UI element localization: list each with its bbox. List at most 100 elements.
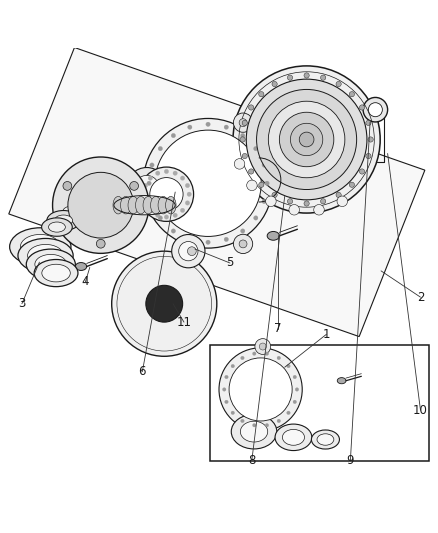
Ellipse shape [42, 264, 70, 282]
Ellipse shape [231, 365, 234, 368]
Ellipse shape [336, 192, 341, 198]
Ellipse shape [185, 201, 190, 205]
Ellipse shape [246, 79, 367, 200]
Ellipse shape [55, 201, 90, 222]
Ellipse shape [321, 199, 326, 204]
Ellipse shape [360, 169, 365, 174]
Ellipse shape [164, 169, 169, 174]
Ellipse shape [272, 82, 277, 87]
Text: 3: 3 [18, 297, 25, 310]
Ellipse shape [185, 183, 190, 188]
Ellipse shape [275, 424, 312, 450]
Ellipse shape [10, 228, 71, 266]
Ellipse shape [240, 356, 244, 360]
Ellipse shape [150, 177, 183, 211]
Ellipse shape [366, 154, 371, 159]
Ellipse shape [187, 125, 192, 130]
Ellipse shape [233, 235, 253, 254]
Ellipse shape [34, 260, 78, 287]
Text: 7: 7 [274, 322, 282, 335]
Ellipse shape [295, 387, 299, 391]
Ellipse shape [164, 215, 169, 219]
Ellipse shape [259, 182, 264, 188]
Ellipse shape [337, 377, 346, 384]
Ellipse shape [96, 239, 105, 248]
Ellipse shape [267, 231, 279, 240]
Ellipse shape [134, 175, 159, 200]
Ellipse shape [368, 137, 373, 142]
Ellipse shape [266, 196, 276, 207]
Ellipse shape [18, 238, 73, 273]
Ellipse shape [206, 122, 210, 126]
Ellipse shape [290, 123, 323, 156]
Ellipse shape [173, 171, 177, 175]
Ellipse shape [265, 181, 269, 185]
Ellipse shape [150, 199, 154, 204]
Ellipse shape [257, 90, 357, 190]
Ellipse shape [223, 387, 226, 391]
Ellipse shape [360, 105, 365, 110]
Ellipse shape [127, 167, 167, 208]
Ellipse shape [187, 247, 196, 255]
Ellipse shape [262, 163, 266, 167]
Ellipse shape [148, 208, 152, 213]
Ellipse shape [253, 424, 256, 427]
Ellipse shape [54, 215, 73, 226]
Ellipse shape [314, 205, 324, 215]
Ellipse shape [112, 251, 217, 356]
Ellipse shape [242, 154, 247, 159]
Ellipse shape [173, 213, 177, 217]
Ellipse shape [155, 213, 160, 217]
Ellipse shape [272, 192, 277, 198]
Ellipse shape [206, 240, 210, 245]
Text: 10: 10 [413, 403, 428, 417]
Ellipse shape [287, 411, 290, 415]
Bar [210, 345, 429, 462]
Ellipse shape [279, 112, 334, 167]
Ellipse shape [128, 197, 138, 214]
Ellipse shape [139, 167, 194, 221]
Ellipse shape [368, 103, 382, 117]
Ellipse shape [75, 263, 87, 270]
Ellipse shape [349, 92, 354, 97]
Ellipse shape [35, 254, 67, 274]
Ellipse shape [158, 147, 162, 151]
Ellipse shape [248, 169, 254, 174]
Ellipse shape [143, 197, 154, 214]
Ellipse shape [229, 358, 292, 421]
Ellipse shape [224, 237, 229, 241]
Ellipse shape [233, 113, 253, 132]
Ellipse shape [255, 338, 271, 354]
Ellipse shape [304, 201, 309, 206]
Ellipse shape [268, 101, 345, 177]
Ellipse shape [287, 75, 293, 80]
Ellipse shape [187, 237, 192, 241]
Ellipse shape [224, 125, 229, 130]
Ellipse shape [259, 343, 266, 350]
Ellipse shape [49, 222, 65, 232]
Ellipse shape [304, 73, 309, 78]
Ellipse shape [262, 199, 266, 204]
Ellipse shape [63, 206, 82, 217]
Ellipse shape [146, 285, 183, 322]
Ellipse shape [143, 118, 273, 248]
Ellipse shape [225, 375, 228, 379]
Ellipse shape [155, 171, 160, 175]
Ellipse shape [155, 130, 261, 237]
Ellipse shape [130, 182, 138, 190]
Ellipse shape [219, 348, 302, 431]
Ellipse shape [293, 400, 297, 403]
Ellipse shape [147, 181, 151, 185]
Ellipse shape [239, 119, 247, 127]
Ellipse shape [317, 434, 334, 445]
Ellipse shape [277, 419, 280, 423]
Ellipse shape [158, 216, 162, 220]
Ellipse shape [179, 241, 198, 261]
Ellipse shape [20, 235, 60, 259]
Ellipse shape [283, 430, 304, 445]
Ellipse shape [234, 159, 245, 169]
Ellipse shape [28, 245, 64, 266]
Ellipse shape [171, 229, 176, 233]
Ellipse shape [26, 249, 75, 279]
Ellipse shape [166, 197, 176, 214]
